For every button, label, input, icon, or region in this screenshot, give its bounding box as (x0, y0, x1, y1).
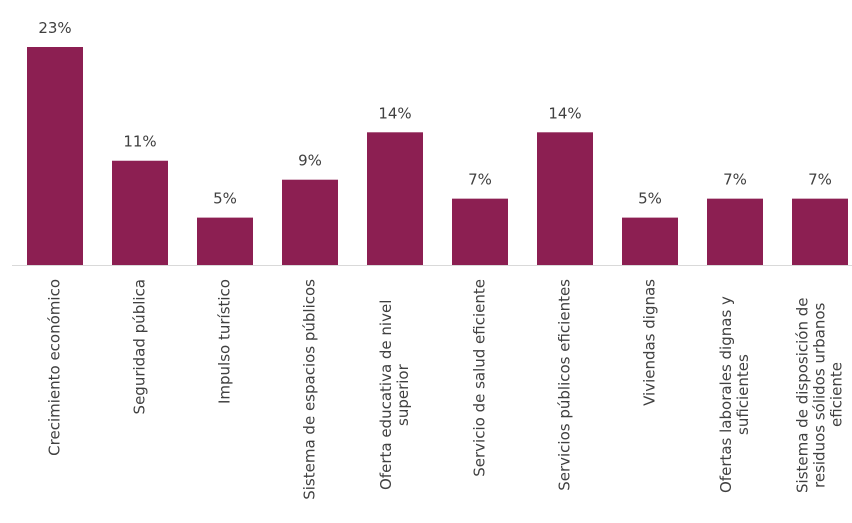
x-tick-label: Crecimiento económico (45, 279, 64, 456)
x-tick-label: Impulso turístico (215, 279, 234, 405)
x-tick-label: Sistema de disposición de residuos sólid… (793, 297, 846, 493)
x-tick-label: Ofertas laborales dignas y suficientes (717, 296, 752, 494)
bar (537, 132, 593, 265)
value-label: 14% (548, 104, 581, 122)
x-tick-label: Servicios públicos eficientes (555, 279, 574, 491)
x-tick-label: Oferta educativa de nivel superior (377, 299, 412, 491)
x-tick-label: Seguridad pública (130, 279, 149, 415)
bar (367, 132, 423, 265)
value-label: 7% (468, 171, 492, 189)
value-label: 14% (378, 104, 411, 122)
bar (282, 179, 338, 265)
bar (792, 198, 848, 265)
x-tick-label: Sistema de espacios públicos (300, 279, 319, 500)
value-label: 5% (213, 190, 237, 208)
bar (197, 217, 253, 265)
x-tick-label: Viviendas dignas (640, 279, 659, 406)
bar (27, 47, 83, 265)
value-label: 9% (298, 152, 322, 170)
x-tick-label: Servicio de salud eficiente (470, 279, 489, 477)
value-label: 11% (123, 133, 156, 151)
bar (452, 198, 508, 265)
bar (622, 217, 678, 265)
value-label: 7% (723, 171, 747, 189)
value-label: 23% (38, 19, 71, 37)
value-label: 5% (638, 190, 662, 208)
bar (112, 160, 168, 265)
value-label: 7% (808, 171, 832, 189)
bar (707, 198, 763, 265)
